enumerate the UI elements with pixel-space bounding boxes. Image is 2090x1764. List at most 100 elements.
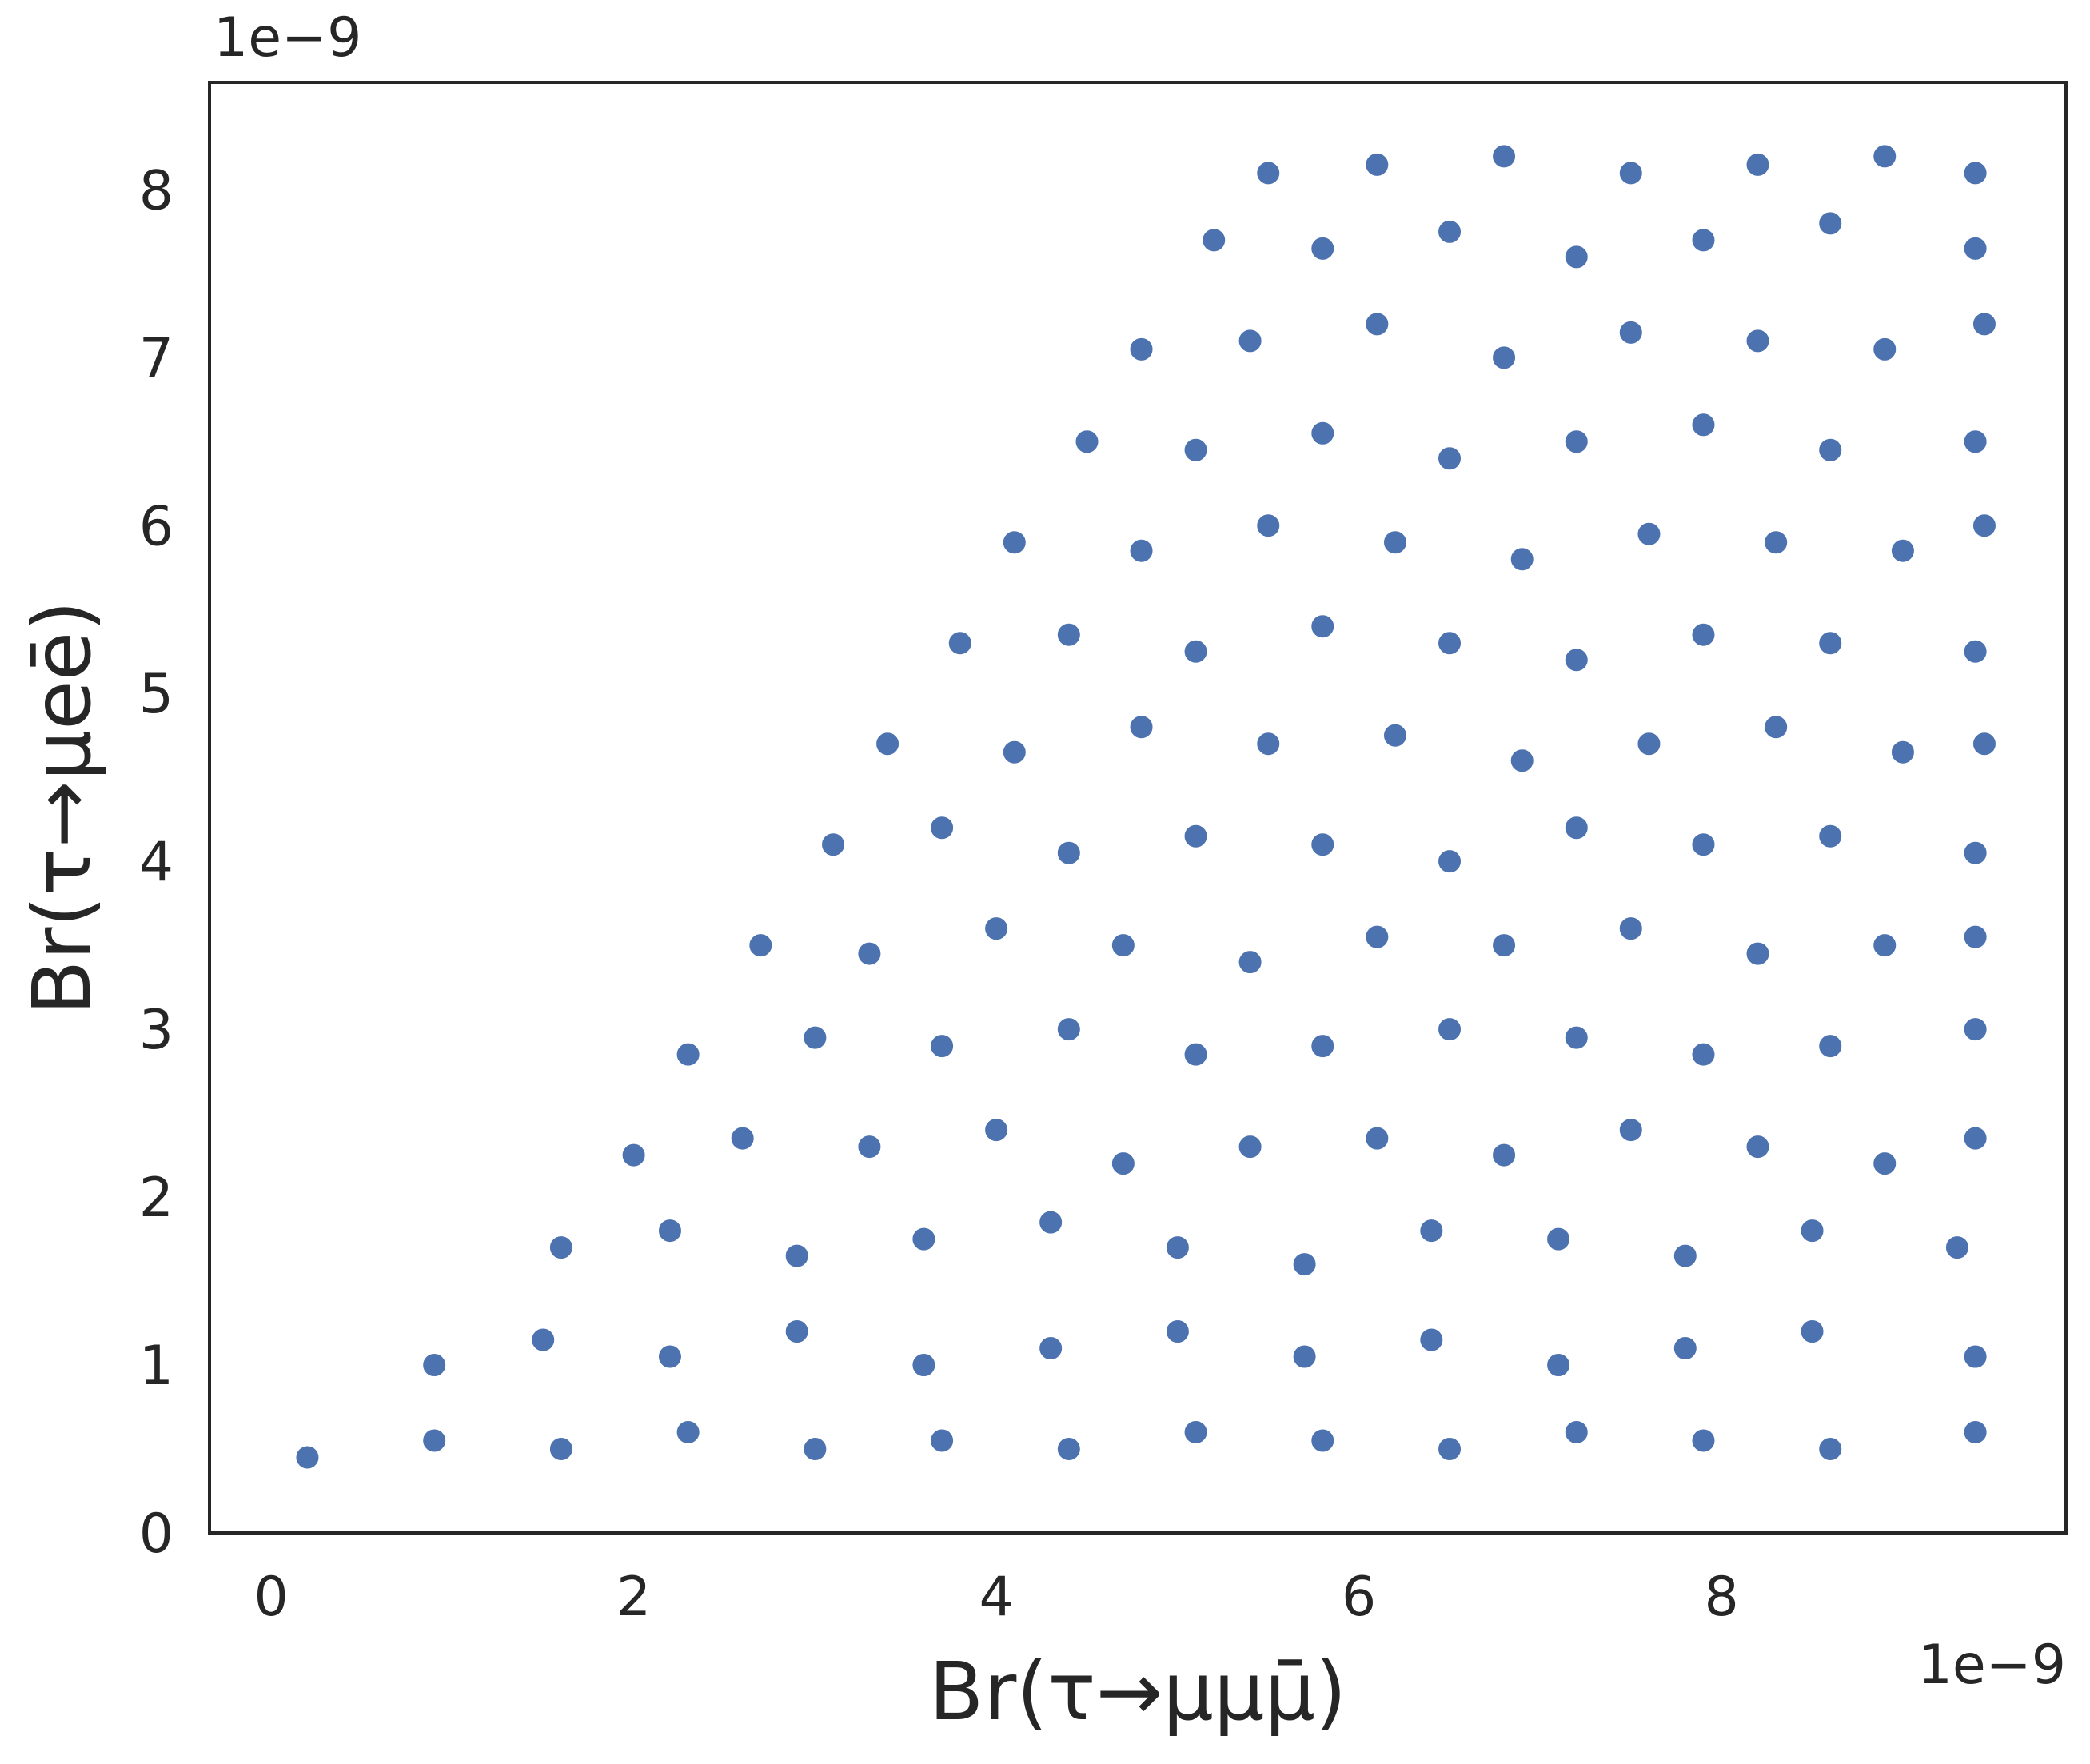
scatter-point <box>1546 1226 1572 1252</box>
scatter-point <box>1962 840 1988 866</box>
scatter-point <box>1055 1436 1082 1463</box>
scatter-point <box>1491 345 1518 371</box>
scatter-point <box>1128 714 1155 740</box>
y-axis-label: Br(τ→μeē) <box>15 601 109 1015</box>
scatter-point <box>1055 840 1082 866</box>
scatter-point <box>1437 848 1463 875</box>
scatter-point <box>1563 429 1589 455</box>
scatter-point <box>1509 748 1535 774</box>
scatter-point <box>1617 160 1644 186</box>
scatter-point <box>1563 1419 1589 1446</box>
scatter-point <box>1491 143 1518 170</box>
scatter-point <box>1690 832 1717 858</box>
scatter-point <box>1799 1319 1825 1345</box>
scatter-point <box>1617 1117 1644 1143</box>
scatter-point <box>1763 714 1789 740</box>
scatter-point <box>1237 1134 1263 1160</box>
scatter-point <box>1817 630 1844 657</box>
scatter-point <box>1038 1335 1064 1362</box>
scatter-point <box>1617 916 1644 942</box>
x-tick-label: 8 <box>1705 1566 1739 1629</box>
scatter-point <box>1128 336 1155 362</box>
scatter-point <box>1437 218 1463 245</box>
scatter-point <box>1817 437 1844 463</box>
scatter-point <box>875 731 901 757</box>
scatter-point <box>1055 1016 1082 1043</box>
scatter-point <box>1364 151 1390 178</box>
scatter-point <box>1128 537 1155 564</box>
scatter-point <box>1563 244 1589 270</box>
y-tick-label: 6 <box>139 495 174 558</box>
scatter-point <box>656 1343 683 1370</box>
y-tick-label: 0 <box>139 1503 174 1566</box>
scatter-point <box>1164 1235 1191 1261</box>
y-offset-label: 1e−9 <box>213 6 361 70</box>
scatter-point <box>1962 1016 1988 1043</box>
scatter-point <box>1310 613 1336 640</box>
scatter-point <box>1310 1033 1336 1060</box>
scatter-point <box>1763 529 1789 556</box>
scatter-point <box>421 1427 448 1454</box>
scatter-point <box>729 1125 756 1151</box>
scatter-point <box>911 1226 937 1252</box>
x-tick-label: 6 <box>1342 1566 1376 1629</box>
scatter-point <box>1001 529 1027 556</box>
scatter-point <box>929 1427 955 1454</box>
scatter-point <box>1690 621 1717 648</box>
y-tick-label: 8 <box>139 159 174 222</box>
y-tick-label: 3 <box>139 999 174 1062</box>
scatter-point <box>1418 1327 1445 1353</box>
scatter-point <box>929 815 955 841</box>
scatter-point <box>294 1444 321 1471</box>
scatter-point <box>1690 1041 1717 1068</box>
scatter-point <box>1636 731 1662 757</box>
scatter-point <box>1364 1125 1390 1151</box>
scatter-point <box>1364 311 1390 337</box>
x-tick-label: 4 <box>979 1566 1013 1629</box>
scatter-point <box>1745 151 1771 178</box>
scatter-point <box>983 916 1010 942</box>
scatter-point <box>784 1243 810 1269</box>
scatter-point <box>911 1352 937 1379</box>
scatter-point <box>1944 1235 1970 1261</box>
scatter-point <box>1310 420 1336 446</box>
y-tick-label: 1 <box>139 1335 174 1398</box>
scatter-point <box>1183 638 1209 664</box>
y-tick-label: 5 <box>139 663 174 726</box>
scatter-point <box>1563 1024 1589 1051</box>
scatter-point <box>947 630 973 657</box>
scatter-point <box>983 1117 1010 1143</box>
scatter-point <box>1563 815 1589 841</box>
scatter-point <box>748 932 774 959</box>
scatter-point <box>1546 1352 1572 1379</box>
scatter-point <box>1183 823 1209 849</box>
scatter-point <box>1872 932 1898 959</box>
scatter-point <box>1872 1151 1898 1177</box>
scatter-point <box>1962 638 1988 664</box>
scatter-point <box>1962 1343 1988 1370</box>
scatter-point <box>1310 235 1336 261</box>
x-offset-label: 1e−9 <box>1918 1634 2066 1697</box>
scatter-point <box>1672 1335 1698 1362</box>
scatter-point <box>1038 1209 1064 1235</box>
scatter-point <box>1255 731 1282 757</box>
scatter-point <box>1183 1041 1209 1068</box>
scatter-point <box>802 1436 828 1463</box>
scatter-point <box>1745 940 1771 967</box>
scatter-point <box>1745 1134 1771 1160</box>
scatter-point <box>1962 1125 1988 1151</box>
scatter-point <box>1872 336 1898 362</box>
scatter-point <box>1690 1427 1717 1454</box>
x-tick-label: 0 <box>253 1566 288 1629</box>
scatter-point <box>1872 143 1898 170</box>
scatter-point <box>1971 731 1997 757</box>
scatter-point <box>1237 328 1263 354</box>
scatter-point <box>856 940 883 967</box>
scatter-point <box>1382 722 1408 748</box>
scatter-point <box>1291 1343 1318 1370</box>
scatter-point <box>1636 521 1662 547</box>
scatter-point <box>1001 739 1027 765</box>
scatter-point <box>1255 160 1282 186</box>
scatter-point <box>675 1041 701 1068</box>
